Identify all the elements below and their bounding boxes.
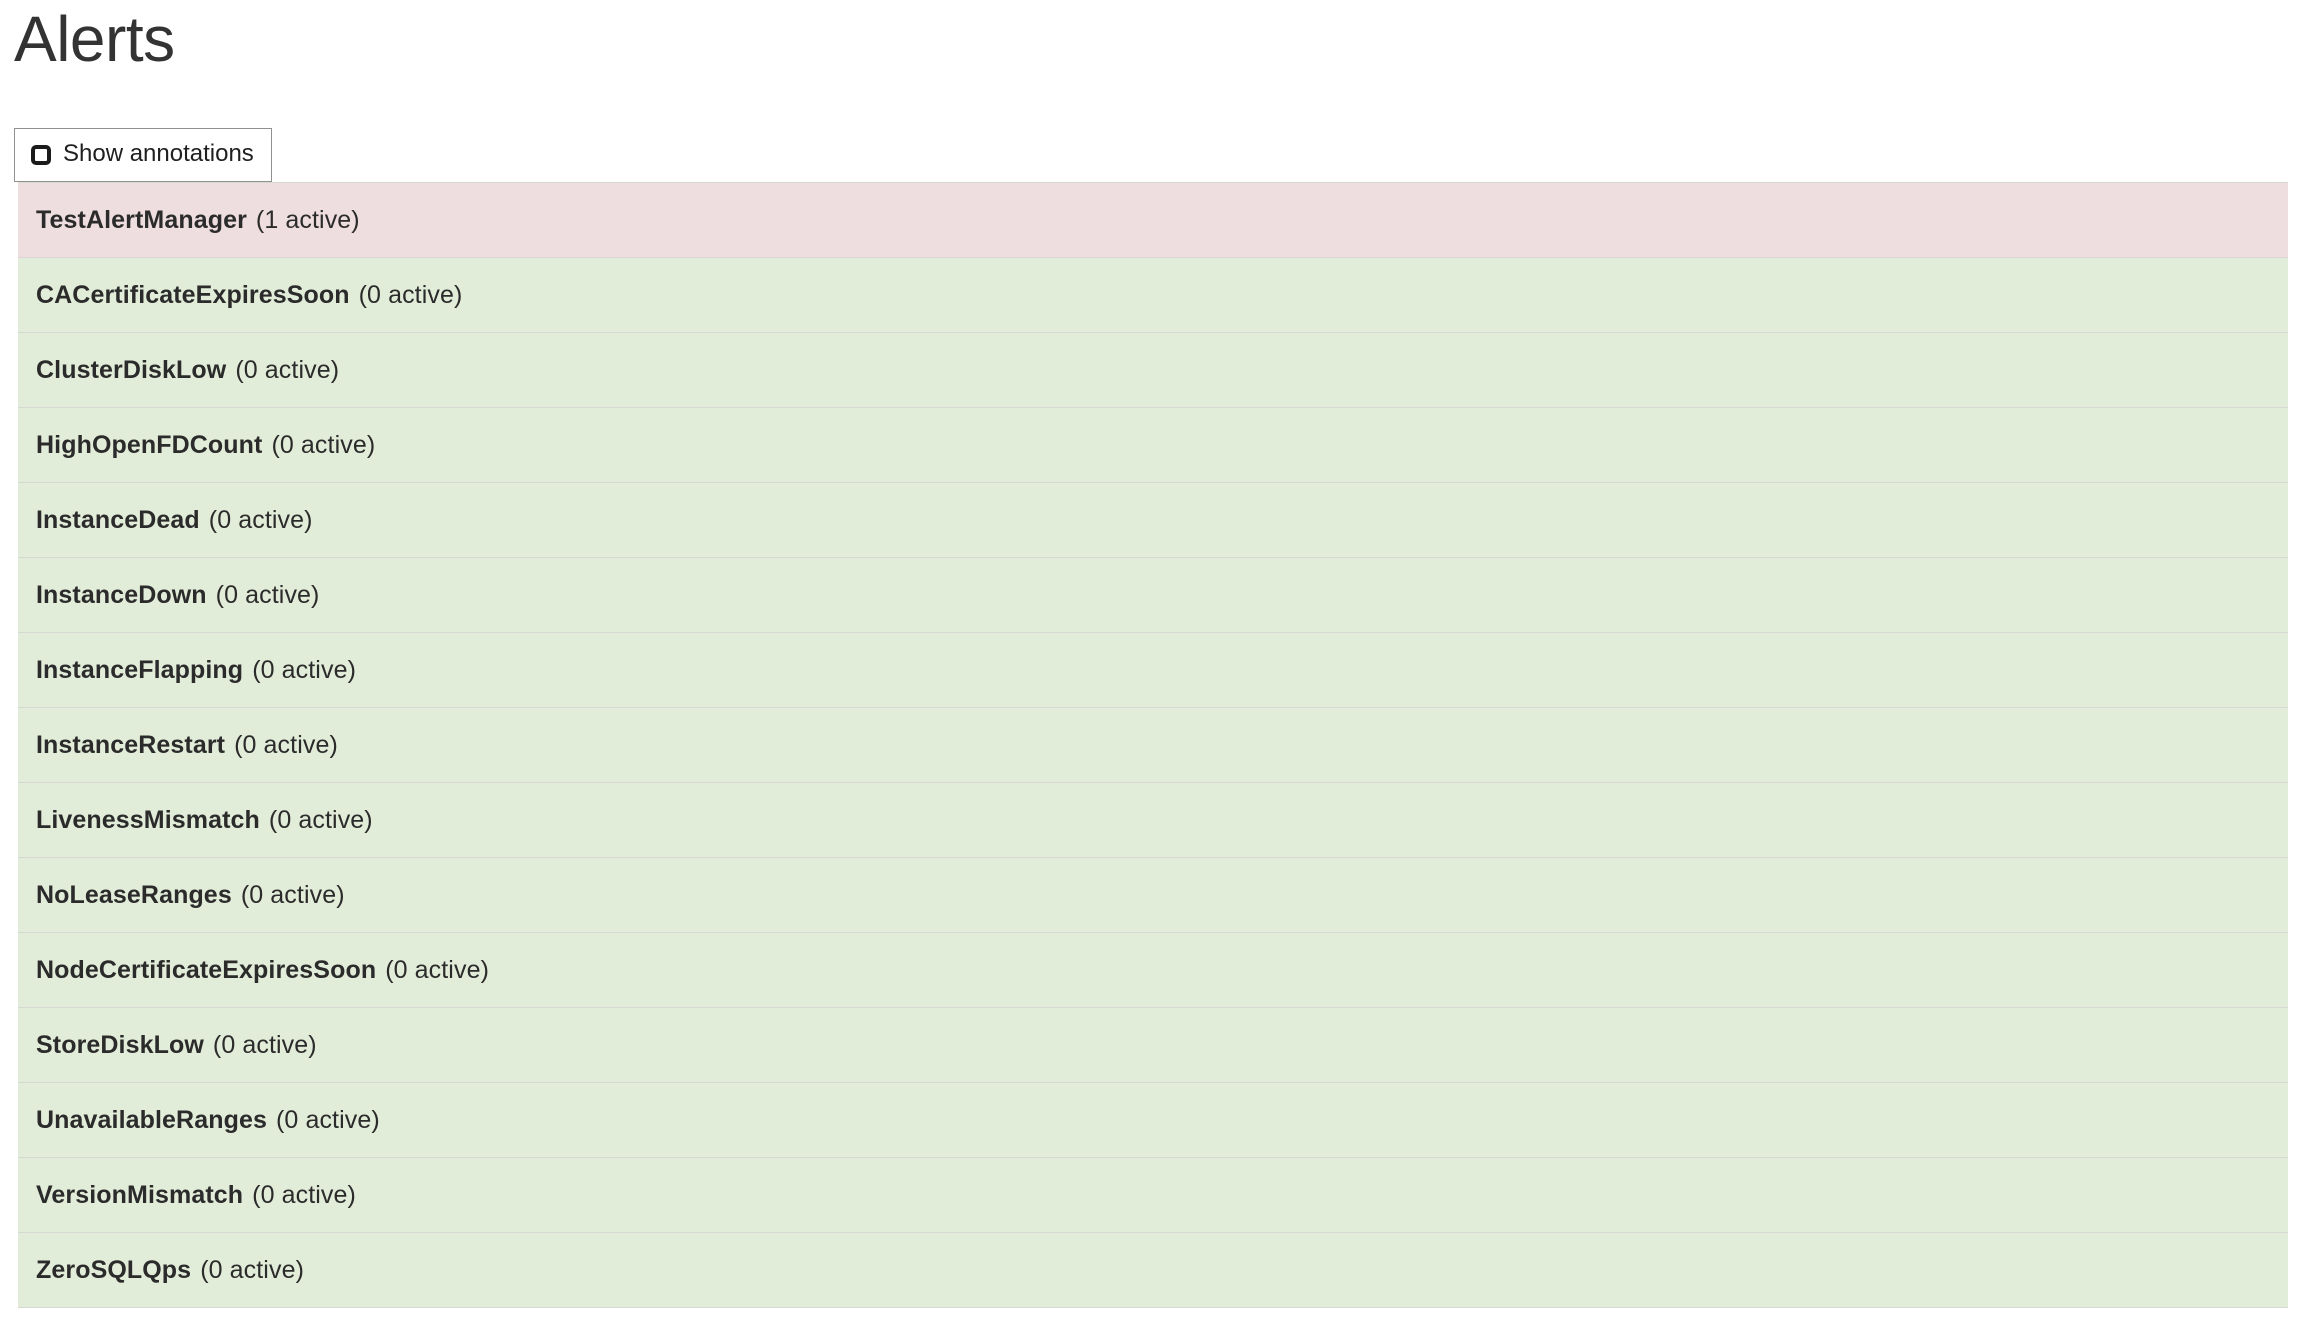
- alert-row[interactable]: InstanceDown (0 active): [18, 558, 2288, 633]
- alert-row[interactable]: ZeroSQLQps (0 active): [18, 1233, 2288, 1308]
- page-title: Alerts: [14, 3, 175, 75]
- alert-row[interactable]: VersionMismatch (0 active): [18, 1158, 2288, 1233]
- alert-row[interactable]: HighOpenFDCount (0 active): [18, 408, 2288, 483]
- alert-active-count: (0 active): [235, 356, 340, 384]
- alert-row[interactable]: CACertificateExpiresSoon (0 active): [18, 258, 2288, 333]
- alert-name: StoreDiskLow: [36, 1031, 204, 1059]
- alert-name: LivenessMismatch: [36, 806, 260, 834]
- show-annotations-toggle[interactable]: Show annotations: [14, 128, 272, 182]
- alert-active-count: (0 active): [240, 881, 345, 909]
- alert-row[interactable]: TestAlertManager (1 active): [18, 183, 2288, 258]
- checkbox-unchecked-icon: [31, 145, 51, 165]
- alert-active-count: (0 active): [385, 956, 489, 984]
- alert-name: InstanceFlapping: [36, 656, 244, 684]
- alert-active-count: (0 active): [212, 1031, 317, 1059]
- show-annotations-label: Show annotations: [63, 140, 254, 167]
- alert-name: ClusterDiskLow: [36, 356, 227, 384]
- alert-active-count: (0 active): [252, 656, 356, 684]
- alert-active-count: (1 active): [255, 206, 360, 234]
- alert-active-count: (0 active): [358, 281, 463, 309]
- alert-row[interactable]: LivenessMismatch (0 active): [18, 783, 2288, 858]
- alert-row[interactable]: InstanceFlapping (0 active): [18, 633, 2288, 708]
- alert-row[interactable]: InstanceRestart (0 active): [18, 708, 2288, 783]
- alert-name: InstanceDead: [36, 506, 200, 534]
- alert-active-count: (0 active): [234, 731, 338, 759]
- alert-name: TestAlertManager: [36, 206, 247, 234]
- alert-row[interactable]: NodeCertificateExpiresSoon (0 active): [18, 933, 2288, 1008]
- alert-row[interactable]: NoLeaseRanges (0 active): [18, 858, 2288, 933]
- alert-name: ZeroSQLQps: [36, 1256, 192, 1284]
- alert-name: InstanceDown: [36, 581, 207, 609]
- alert-name: CACertificateExpiresSoon: [36, 281, 350, 309]
- alert-active-count: (0 active): [200, 1256, 304, 1284]
- alert-list: TestAlertManager (1 active) CACertificateE…: [18, 182, 2288, 1308]
- alert-name: UnavailableRanges: [36, 1106, 267, 1134]
- alert-name: HighOpenFDCount: [36, 431, 263, 459]
- alert-row[interactable]: ClusterDiskLow (0 active): [18, 333, 2288, 408]
- alert-row[interactable]: UnavailableRanges (0 active): [18, 1083, 2288, 1158]
- alert-active-count: (0 active): [268, 806, 373, 834]
- alert-name: VersionMismatch: [36, 1181, 244, 1209]
- alert-name: NoLeaseRanges: [36, 881, 232, 909]
- alert-row[interactable]: InstanceDead (0 active): [18, 483, 2288, 558]
- alert-active-count: (0 active): [208, 506, 313, 534]
- alert-active-count: (0 active): [275, 1106, 380, 1134]
- alert-name: NodeCertificateExpiresSoon: [36, 956, 377, 984]
- alert-row[interactable]: StoreDiskLow (0 active): [18, 1008, 2288, 1083]
- alert-active-count: (0 active): [271, 431, 376, 459]
- alert-active-count: (0 active): [252, 1181, 356, 1209]
- alert-active-count: (0 active): [215, 581, 320, 609]
- alert-name: InstanceRestart: [36, 731, 226, 759]
